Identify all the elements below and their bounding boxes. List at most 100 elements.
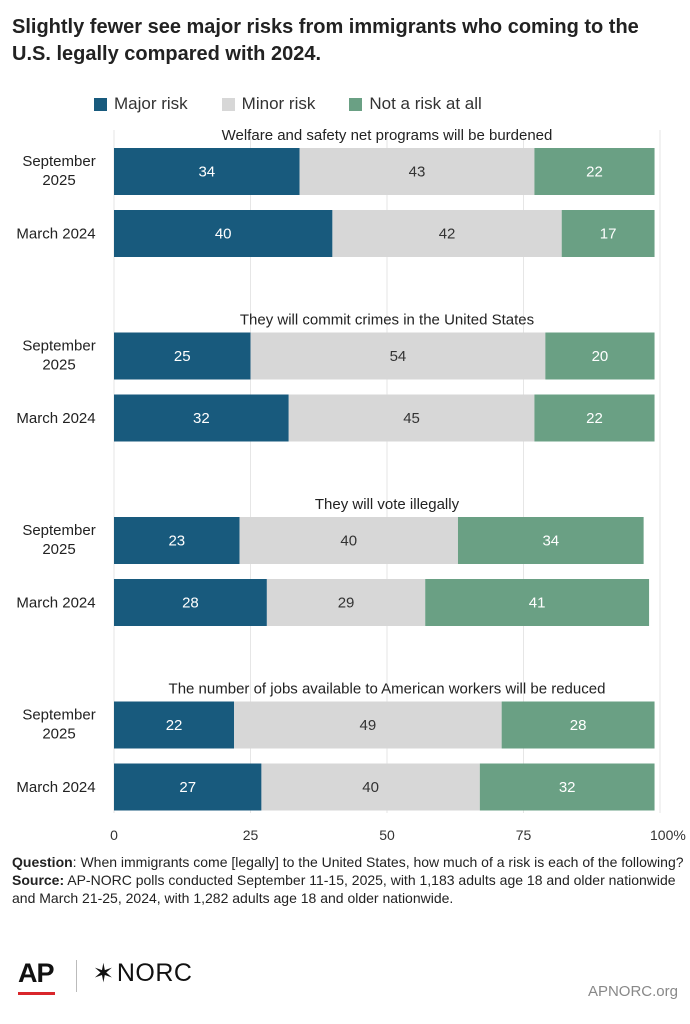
- row-label: March 2024: [16, 595, 95, 612]
- bar-segment-major-risk: [114, 394, 289, 442]
- data-label: 29: [338, 595, 355, 612]
- data-label: 40: [215, 226, 232, 243]
- ap-logo: AP: [18, 958, 55, 995]
- panel-3: The number of jobs available to American…: [16, 681, 655, 811]
- data-label: 23: [168, 533, 185, 550]
- source-note: Source: AP-NORC polls conducted Septembe…: [12, 871, 684, 907]
- bar-segment-not-a-risk-at-all: [561, 210, 655, 257]
- question-label: Question: [12, 854, 73, 870]
- data-label: 42: [439, 226, 456, 243]
- panel-1: They will commit crimes in the United St…: [16, 312, 655, 442]
- row-label-line: 2025: [42, 541, 75, 558]
- bar-segment-major-risk: [114, 148, 300, 195]
- row-label-line: September: [22, 707, 95, 724]
- row-label: March 2024: [16, 226, 95, 243]
- data-label: 45: [403, 410, 420, 427]
- chart-notes: Question: When immigrants come [legally]…: [12, 853, 684, 907]
- legend-label-minor-risk: Minor risk: [241, 94, 316, 113]
- bar-segment-major-risk: [114, 210, 333, 257]
- bar-segment-minor-risk: [239, 517, 458, 564]
- bar-segment-major-risk: [114, 763, 262, 811]
- panel-title: Welfare and safety net programs will be …: [222, 127, 553, 144]
- panel-title: They will vote illegally: [315, 496, 460, 513]
- norc-logo: ✶ NORC: [93, 958, 193, 989]
- x-tick-label: 0: [110, 827, 118, 843]
- logo-separator: [75, 960, 77, 992]
- bar-segment-not-a-risk-at-all: [457, 517, 644, 564]
- panel-2: They will vote illegally September 2025 23 4…: [16, 496, 650, 626]
- data-label: 27: [179, 779, 196, 796]
- norc-star-icon: ✶: [92, 958, 115, 988]
- data-label: 40: [340, 533, 357, 550]
- row-label-line: September: [22, 338, 95, 355]
- bar-segment-not-a-risk-at-all: [534, 148, 655, 195]
- bar-segment-minor-risk: [266, 579, 426, 626]
- bar-segment-not-a-risk-at-all: [479, 763, 655, 811]
- data-label: 22: [166, 717, 183, 734]
- legend-item-not-a-risk: Not a risk at all: [349, 94, 482, 114]
- data-label: 34: [198, 164, 215, 181]
- row-label: March 2024: [16, 779, 95, 796]
- stacked-bar-chart: Welfare and safety net programs will be …: [16, 127, 686, 843]
- data-label: 17: [600, 226, 617, 243]
- data-label: 32: [193, 410, 210, 427]
- data-label: 22: [586, 164, 603, 181]
- panel-title: They will commit crimes in the United St…: [240, 312, 534, 329]
- legend-item-minor-risk: Minor risk: [221, 94, 316, 114]
- chart-legend: Major risk Minor risk Not a risk at all: [94, 92, 516, 116]
- panel-0: Welfare and safety net programs will be …: [16, 127, 655, 257]
- row-label: March 2024: [16, 410, 95, 427]
- data-label: 22: [586, 410, 603, 427]
- x-tick-label: 50: [379, 827, 395, 843]
- row-label-line: 2025: [42, 726, 75, 743]
- bar-segment-minor-risk: [288, 394, 535, 442]
- ap-logo-text: AP: [18, 958, 55, 988]
- footer-logos: AP ✶ NORC: [18, 958, 192, 998]
- ap-logo-underline: [18, 992, 55, 995]
- row-label-line: 2025: [42, 172, 75, 189]
- x-tick-label: 100%: [650, 827, 686, 843]
- bar-segment-minor-risk: [332, 210, 562, 257]
- data-label: 25: [174, 348, 191, 365]
- legend-label-major-risk: Major risk: [114, 94, 188, 113]
- data-label: 28: [570, 717, 587, 734]
- data-label: 28: [182, 595, 199, 612]
- bar-segment-minor-risk: [299, 148, 535, 195]
- bar-segment-major-risk: [114, 579, 267, 626]
- row-label-line: September: [22, 153, 95, 170]
- bar-segment-major-risk: [114, 701, 235, 749]
- legend-swatch-major-risk: [94, 97, 107, 111]
- data-label: 41: [529, 595, 546, 612]
- question-note: Question: When immigrants come [legally]…: [12, 853, 684, 871]
- bar-segment-not-a-risk-at-all: [545, 332, 655, 380]
- data-label: 54: [390, 348, 407, 365]
- data-label: 34: [542, 533, 559, 550]
- bar-segment-not-a-risk-at-all: [534, 394, 655, 442]
- bar-segment-not-a-risk-at-all: [425, 579, 650, 626]
- data-label: 40: [362, 779, 379, 796]
- bar-segment-minor-risk: [234, 701, 502, 749]
- source-label: Source:: [12, 872, 65, 888]
- bar-segment-major-risk: [114, 332, 251, 380]
- legend-swatch-not-a-risk: [349, 97, 363, 111]
- x-tick-label: 25: [243, 827, 259, 843]
- bar-segment-major-risk: [114, 517, 240, 564]
- row-label-line: 2025: [42, 357, 75, 374]
- data-label: 20: [592, 348, 609, 365]
- data-label: 43: [409, 164, 426, 181]
- chart-title: Slightly fewer see major risks from immi…: [12, 16, 639, 65]
- panel-title: The number of jobs available to American…: [169, 681, 606, 698]
- legend-swatch-minor-risk: [221, 97, 235, 111]
- data-label: 49: [360, 717, 377, 734]
- apnorc-site-link[interactable]: APNORC.org: [587, 983, 678, 1000]
- row-label-line: September: [22, 522, 95, 539]
- source-text: AP-NORC polls conducted September 11-15,…: [12, 872, 676, 906]
- legend-label-not-a-risk: Not a risk at all: [369, 94, 482, 113]
- bar-segment-minor-risk: [250, 332, 546, 380]
- x-tick-label: 75: [516, 827, 532, 843]
- data-label: 32: [559, 779, 576, 796]
- norc-logo-text: NORC: [116, 959, 193, 987]
- bar-segment-not-a-risk-at-all: [501, 701, 655, 749]
- bar-segment-minor-risk: [261, 763, 480, 811]
- legend-item-major-risk: Major risk: [94, 94, 188, 114]
